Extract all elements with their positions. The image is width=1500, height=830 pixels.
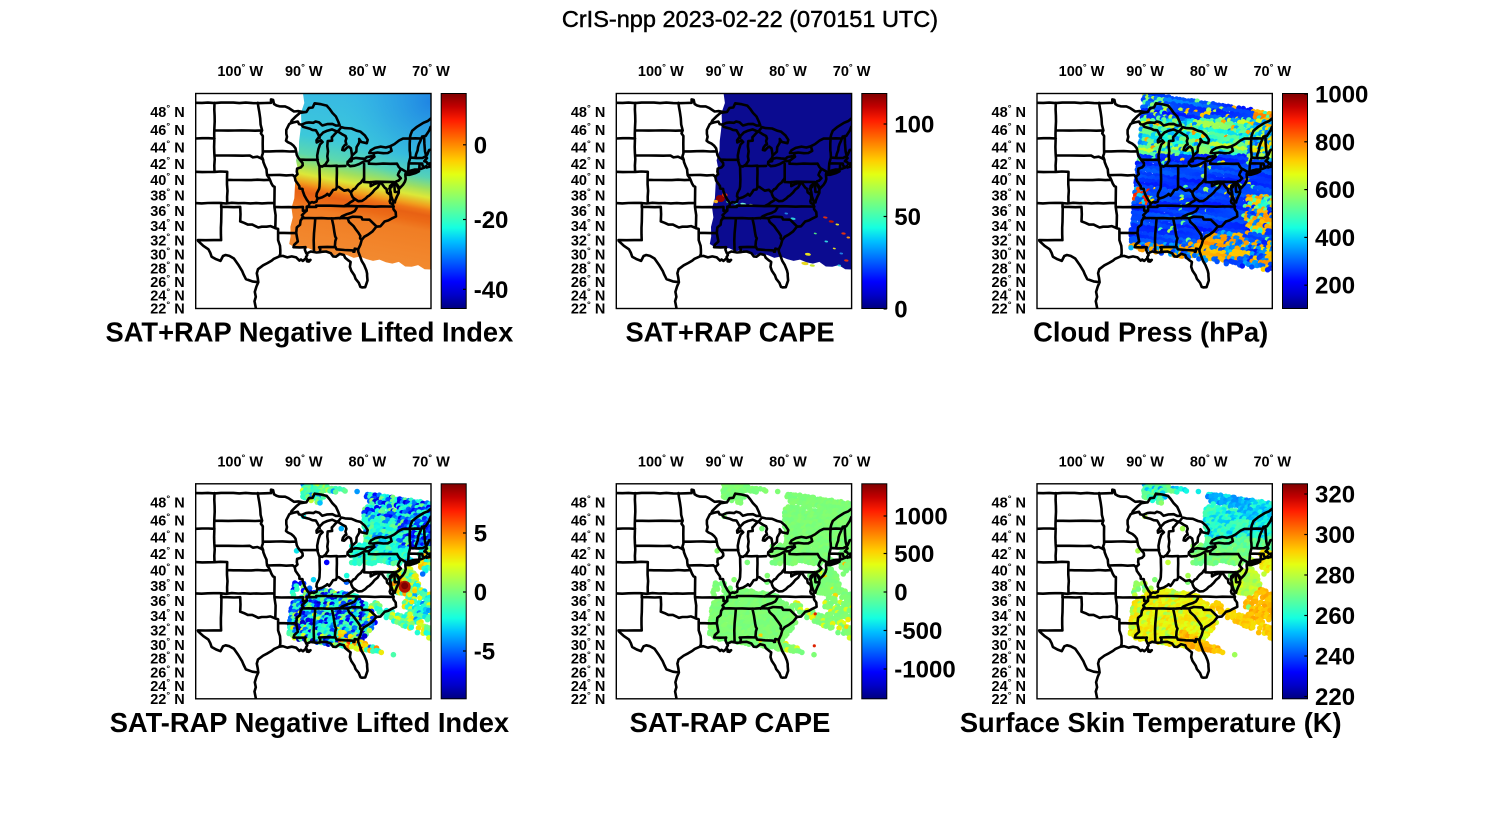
svg-text:90° W: 90° W	[285, 453, 323, 471]
svg-text:50: 50	[894, 204, 921, 231]
svg-text:100° W: 100° W	[217, 453, 263, 471]
svg-text:800: 800	[1315, 129, 1355, 156]
svg-text:-20: -20	[474, 207, 509, 234]
svg-text:70° W: 70° W	[412, 453, 450, 471]
svg-text:1000: 1000	[1315, 82, 1368, 109]
svg-text:100° W: 100° W	[1059, 62, 1105, 80]
svg-text:SAT-RAP Negative Lifted Index: SAT-RAP Negative Lifted Index	[110, 707, 509, 738]
svg-text:70° W: 70° W	[833, 62, 871, 80]
svg-text:SAT-RAP CAPE: SAT-RAP CAPE	[630, 707, 831, 738]
svg-text:0: 0	[894, 580, 907, 607]
svg-text:80° W: 80° W	[349, 453, 387, 471]
svg-text:80° W: 80° W	[349, 62, 387, 80]
svg-text:400: 400	[1315, 225, 1355, 252]
svg-text:80° W: 80° W	[1190, 62, 1228, 80]
svg-text:SAT+RAP Negative Lifted Index: SAT+RAP Negative Lifted Index	[106, 317, 514, 348]
svg-text:-500: -500	[894, 618, 942, 645]
svg-text:70° W: 70° W	[833, 453, 871, 471]
svg-text:500: 500	[894, 541, 934, 568]
svg-text:SAT+RAP CAPE: SAT+RAP CAPE	[625, 317, 834, 348]
svg-text:1000: 1000	[894, 504, 947, 531]
svg-text:0: 0	[894, 297, 907, 324]
svg-text:90° W: 90° W	[706, 453, 744, 471]
svg-text:200: 200	[1315, 273, 1355, 300]
svg-text:90° W: 90° W	[285, 62, 323, 80]
svg-text:-40: -40	[474, 277, 509, 304]
svg-text:0: 0	[474, 132, 487, 159]
svg-text:100° W: 100° W	[217, 62, 263, 80]
svg-text:70° W: 70° W	[1253, 62, 1291, 80]
svg-text:80° W: 80° W	[769, 62, 807, 80]
svg-text:0: 0	[474, 580, 487, 607]
svg-text:Cloud Press (hPa): Cloud Press (hPa)	[1033, 317, 1268, 348]
svg-text:90° W: 90° W	[1126, 62, 1164, 80]
svg-text:90° W: 90° W	[706, 62, 744, 80]
svg-text:-5: -5	[474, 639, 495, 666]
svg-text:80° W: 80° W	[769, 453, 807, 471]
svg-text:100° W: 100° W	[638, 62, 684, 80]
svg-text:100: 100	[894, 112, 934, 139]
svg-text:70° W: 70° W	[412, 62, 450, 80]
svg-text:600: 600	[1315, 177, 1355, 204]
svg-text:100° W: 100° W	[638, 453, 684, 471]
svg-text:-1000: -1000	[894, 657, 955, 684]
svg-text:CrIS-npp 2023-02-22 (070151 UT: CrIS-npp 2023-02-22 (070151 UTC)	[562, 6, 938, 32]
svg-text:5: 5	[474, 521, 487, 548]
